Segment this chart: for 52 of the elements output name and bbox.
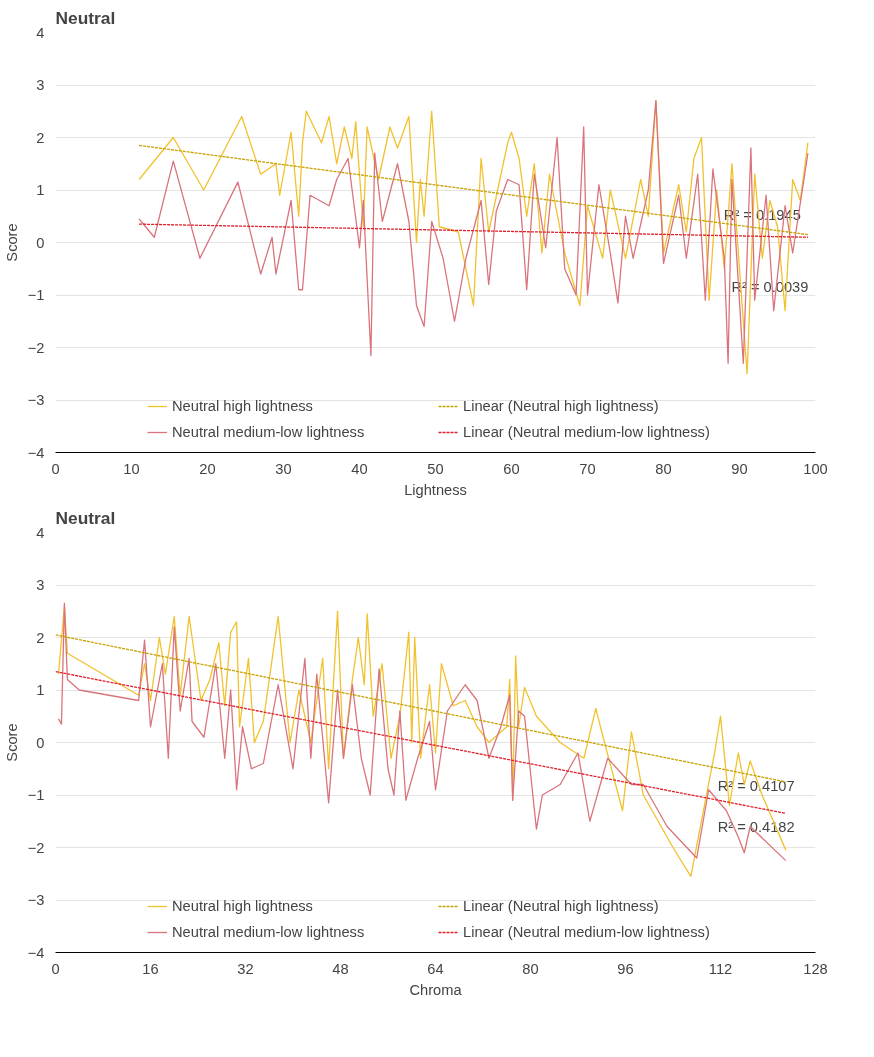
- chart-title: Neutral: [55, 7, 116, 28]
- y-tick-label: −2: [27, 839, 45, 856]
- x-tick-label: 30: [275, 460, 292, 477]
- x-tick-label: 32: [237, 960, 254, 977]
- x-tick-label: 64: [427, 960, 444, 977]
- x-tick-label: 90: [731, 460, 748, 477]
- x-tick-label: 20: [199, 460, 216, 477]
- y-tick-label: 3: [36, 577, 45, 593]
- y-tick-label: 2: [36, 629, 45, 646]
- x-tick-label: 80: [522, 960, 539, 977]
- y-tick-label: 0: [36, 234, 45, 251]
- y-tick-label: 4: [36, 24, 45, 41]
- x-tick-label: 96: [617, 960, 634, 977]
- legend-label: Linear (Neutral high lightness): [463, 398, 660, 414]
- y-tick-label: −4: [27, 944, 45, 961]
- y-tick-label: 0: [36, 734, 45, 751]
- x-tick-label: 0: [51, 960, 60, 977]
- legend-label: Neutral medium-low lightness: [172, 924, 366, 940]
- legend-label: Neutral medium-low lightness: [172, 424, 366, 440]
- x-tick-label: 0: [51, 460, 60, 477]
- x-tick-label: 50: [427, 460, 444, 477]
- y-tick-label: −3: [27, 392, 45, 408]
- y-tick-label: 1: [36, 682, 45, 698]
- y-tick-label: 2: [36, 129, 45, 146]
- y-tick-label: 4: [36, 524, 45, 541]
- x-tick-label: 60: [503, 460, 520, 477]
- x-tick-label: 16: [142, 960, 159, 977]
- x-tick-label: 10: [123, 460, 140, 477]
- y-axis-title: Score: [3, 223, 20, 262]
- y-axis-title: Score: [3, 723, 20, 762]
- y-tick-label: −1: [27, 787, 45, 803]
- y-tick-label: −4: [27, 444, 45, 461]
- x-tick-label: 128: [803, 960, 828, 977]
- y-tick-label: 1: [36, 182, 45, 198]
- x-tick-label: 80: [655, 460, 672, 477]
- y-tick-label: 3: [36, 77, 45, 93]
- x-tick-label: 112: [708, 960, 733, 977]
- x-axis-title: Chroma: [409, 981, 463, 998]
- x-axis-title: Lightness: [404, 481, 467, 498]
- legend-label: Linear (Neutral medium-low lightness): [463, 424, 711, 440]
- legend-label: Neutral high lightness: [172, 898, 314, 914]
- legend-label: Linear (Neutral medium-low lightness): [463, 924, 711, 940]
- legend-label: Neutral high lightness: [172, 398, 314, 414]
- y-tick-label: −1: [27, 287, 45, 303]
- x-tick-label: 100: [803, 460, 828, 477]
- x-tick-label: 70: [579, 460, 596, 477]
- y-tick-label: −3: [27, 892, 45, 908]
- chart-title: Neutral: [55, 507, 116, 528]
- y-tick-label: −2: [27, 339, 45, 356]
- x-tick-label: 48: [332, 960, 349, 977]
- x-tick-label: 40: [351, 460, 368, 477]
- legend-label: Linear (Neutral high lightness): [463, 898, 660, 914]
